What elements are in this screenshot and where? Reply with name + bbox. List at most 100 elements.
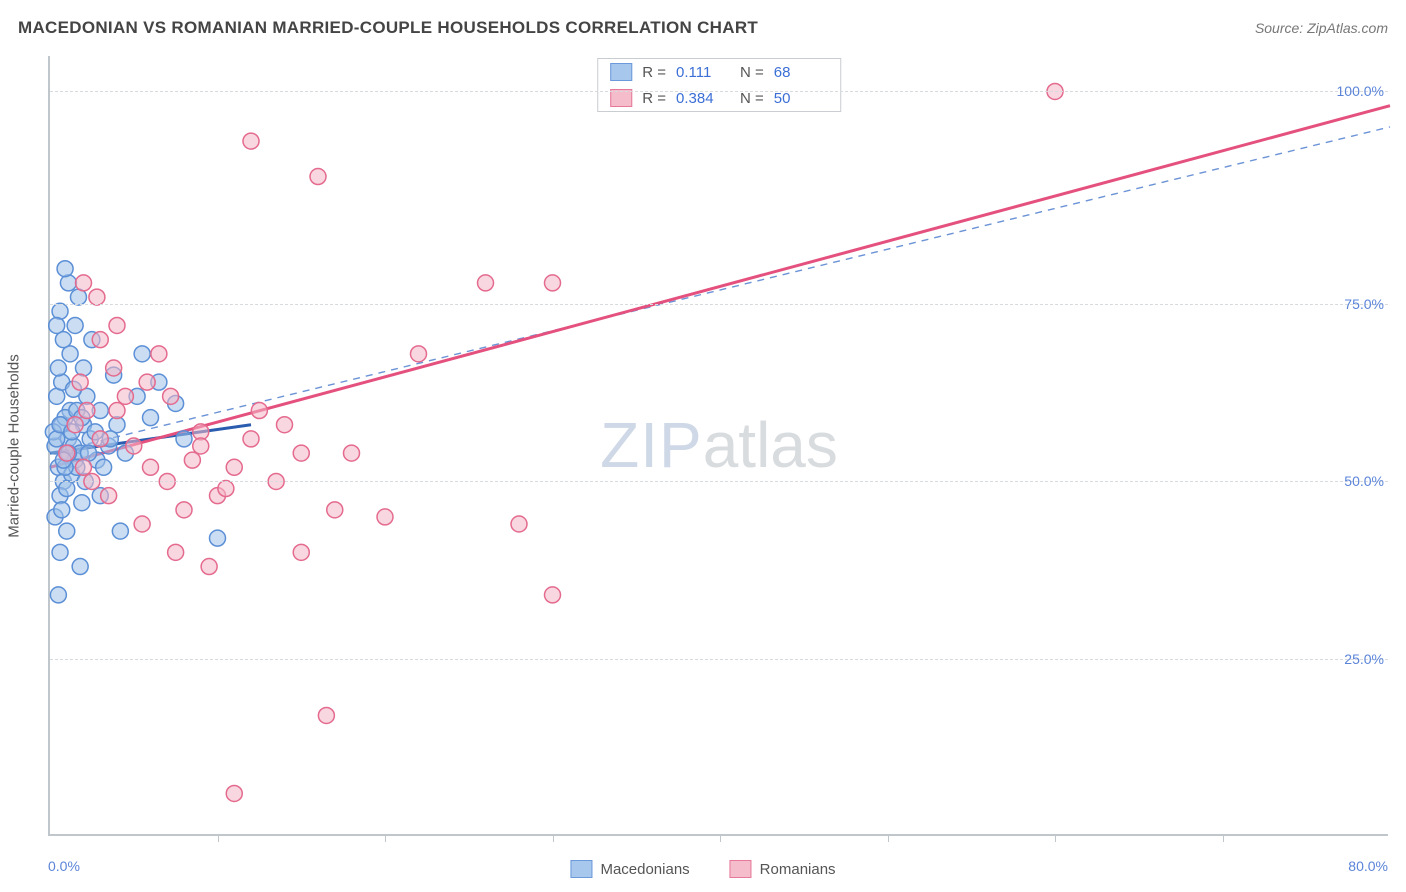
stat-n-label: N = [740, 64, 764, 81]
data-point [184, 452, 200, 468]
data-point [117, 388, 133, 404]
x-tick [385, 834, 386, 842]
data-point [106, 360, 122, 376]
data-point [218, 481, 234, 497]
x-tick [720, 834, 721, 842]
data-point [89, 289, 105, 305]
data-point [76, 459, 92, 475]
x-tick [553, 834, 554, 842]
data-point [59, 445, 75, 461]
bottom-legend: Macedonians Romanians [570, 860, 835, 878]
data-point [226, 785, 242, 801]
x-tick [1223, 834, 1224, 842]
data-point [139, 374, 155, 390]
data-point [96, 459, 112, 475]
data-point [74, 495, 90, 511]
gridline [50, 304, 1388, 305]
data-point [109, 317, 125, 333]
data-point [54, 502, 70, 518]
data-point [72, 374, 88, 390]
data-point [251, 403, 267, 419]
data-point [72, 559, 88, 575]
swatch-macedonians [610, 63, 632, 81]
source-label: Source: ZipAtlas.com [1255, 20, 1388, 36]
data-point [545, 587, 561, 603]
y-axis-title: Married-couple Households [6, 354, 23, 537]
data-point [50, 587, 66, 603]
data-point [243, 431, 259, 447]
data-point [134, 346, 150, 362]
chart-container: MACEDONIAN VS ROMANIAN MARRIED-COUPLE HO… [0, 0, 1406, 892]
data-point [79, 403, 95, 419]
data-point [210, 530, 226, 546]
data-point [143, 410, 159, 426]
y-tick-label: 50.0% [1344, 473, 1384, 489]
x-min-label: 0.0% [48, 858, 80, 874]
x-tick [888, 834, 889, 842]
data-point [545, 275, 561, 291]
data-point [92, 431, 108, 447]
data-point [176, 502, 192, 518]
data-point [411, 346, 427, 362]
stat-r-label: R = [642, 64, 666, 81]
data-point [143, 459, 159, 475]
data-point [511, 516, 527, 532]
data-point [50, 360, 66, 376]
data-point [57, 261, 73, 277]
stats-box: R = 0.111 N = 68 R = 0.384 N = 50 [597, 58, 841, 112]
stat-r-value-0: 0.111 [676, 64, 730, 81]
legend-label-0: Macedonians [600, 861, 689, 878]
gridline [50, 659, 1388, 660]
gridline [50, 481, 1388, 482]
legend-item-romanians: Romanians [730, 860, 836, 878]
data-point [59, 481, 75, 497]
data-point [92, 332, 108, 348]
data-point [310, 169, 326, 185]
data-point [344, 445, 360, 461]
data-point [59, 523, 75, 539]
stats-row-romanians: R = 0.384 N = 50 [598, 85, 840, 111]
data-point [201, 559, 217, 575]
data-point [293, 445, 309, 461]
gridline [50, 91, 1388, 92]
data-point [277, 417, 293, 433]
data-point [134, 516, 150, 532]
data-point [293, 544, 309, 560]
data-point [163, 388, 179, 404]
data-point [67, 417, 83, 433]
y-tick-label: 75.0% [1344, 296, 1384, 312]
data-point [478, 275, 494, 291]
chart-title: MACEDONIAN VS ROMANIAN MARRIED-COUPLE HO… [18, 18, 758, 38]
data-point [52, 303, 68, 319]
data-point [151, 346, 167, 362]
data-point [109, 403, 125, 419]
legend-item-macedonians: Macedonians [570, 860, 689, 878]
data-point [168, 544, 184, 560]
x-tick [218, 834, 219, 842]
plot-svg [50, 56, 1388, 834]
data-point [126, 438, 142, 454]
legend-label-1: Romanians [760, 861, 836, 878]
data-point [67, 317, 83, 333]
data-point [327, 502, 343, 518]
data-point [76, 275, 92, 291]
data-point [60, 275, 76, 291]
swatch-macedonians [570, 860, 592, 878]
data-point [226, 459, 242, 475]
data-point [49, 317, 65, 333]
data-point [76, 360, 92, 376]
x-tick [1055, 834, 1056, 842]
title-bar: MACEDONIAN VS ROMANIAN MARRIED-COUPLE HO… [18, 18, 1388, 38]
stat-n-value-0: 68 [774, 64, 828, 81]
data-point [49, 431, 65, 447]
data-point [377, 509, 393, 525]
stats-row-macedonians: R = 0.111 N = 68 [598, 59, 840, 85]
y-tick-label: 25.0% [1344, 651, 1384, 667]
y-tick-label: 100.0% [1337, 83, 1384, 99]
data-point [243, 133, 259, 149]
trend-line [50, 127, 1390, 453]
plot-area: ZIPatlas R = 0.111 N = 68 R = 0.384 N = … [48, 56, 1388, 836]
data-point [52, 544, 68, 560]
data-point [193, 438, 209, 454]
data-point [101, 488, 117, 504]
